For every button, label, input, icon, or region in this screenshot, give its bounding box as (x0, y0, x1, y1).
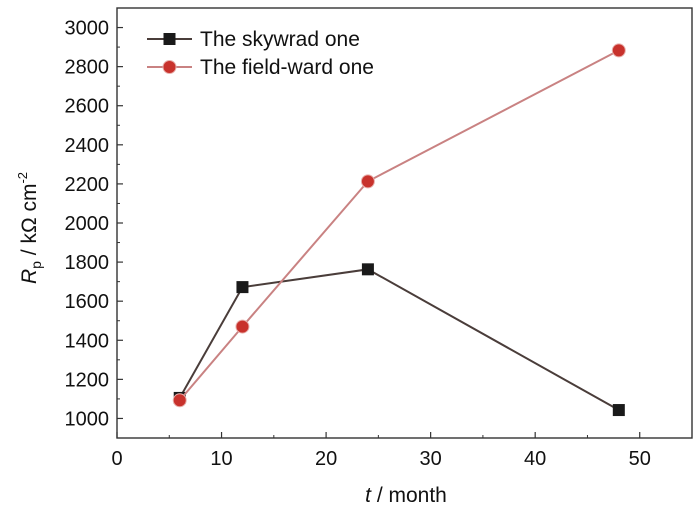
series-1-point (361, 263, 374, 276)
legend: The skywrad one The field-ward one (147, 28, 374, 79)
x-axis-title-rest: / month (371, 484, 447, 507)
y-axis-title-unit: / kΩ cm (18, 184, 41, 262)
legend-marker (163, 33, 176, 45)
x-tick-label: 0 (111, 448, 122, 470)
series-1-point (236, 281, 249, 294)
legend-marker (162, 60, 177, 74)
x-axis-title: t / month (365, 484, 447, 507)
legend-item-1: The skywrad one (147, 28, 360, 51)
y-tick-label: 3000 (65, 18, 110, 40)
legend-label: The skywrad one (200, 28, 360, 51)
y-axis-title: Rp / kΩ cm-2 (15, 172, 44, 284)
y-tick-label: 2000 (65, 213, 110, 235)
series-2-point (172, 393, 187, 408)
y-tick-label: 2600 (65, 96, 110, 118)
y-tick-label: 2200 (65, 174, 110, 196)
y-tick-label: 1600 (65, 291, 110, 313)
y-axis-title-exponent: -2 (15, 172, 30, 184)
series-2 (172, 43, 626, 408)
x-tick-label: 20 (315, 448, 337, 470)
x-axis-title-italic: t (365, 484, 372, 507)
legend-label: The field-ward one (200, 56, 374, 79)
series-2-point (360, 174, 375, 189)
ticks: 0 10 20 30 40 50 1000 1200 1400 1600 1800 2000 2200 2… (65, 18, 651, 470)
series-2-point (235, 319, 250, 334)
y-tick-label: 1200 (65, 369, 110, 391)
series-1 (173, 263, 625, 417)
legend-item-2: The field-ward one (147, 56, 374, 79)
y-tick-label: 1800 (65, 252, 110, 274)
x-tick-label: 50 (629, 448, 651, 470)
series-2-line (178, 49, 620, 401)
series-1-line (178, 268, 620, 411)
y-axis-title-subscript: p (28, 261, 44, 269)
y-tick-label: 2800 (65, 57, 110, 79)
y-tick-label: 2400 (65, 135, 110, 157)
series-2-point (611, 43, 626, 58)
x-tick-label: 40 (524, 448, 546, 470)
series-1-point (612, 404, 625, 417)
y-tick-label: 1400 (65, 330, 110, 352)
y-tick-label: 1000 (65, 408, 110, 430)
x-tick-label: 30 (420, 448, 442, 470)
series-layer (172, 43, 626, 417)
y-axis-title-symbol: R (18, 269, 41, 284)
x-tick-label: 10 (210, 448, 232, 470)
